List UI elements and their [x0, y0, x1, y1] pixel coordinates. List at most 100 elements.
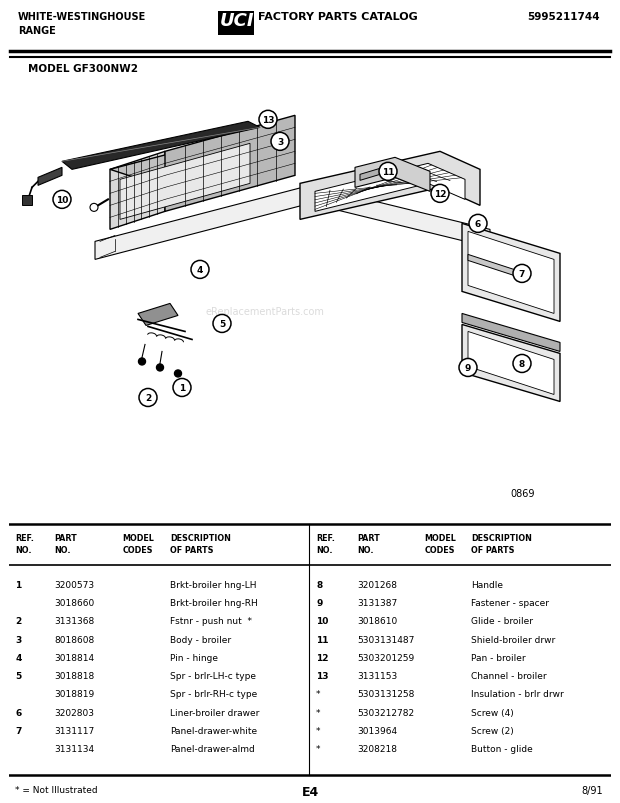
- Text: Pin - hinge: Pin - hinge: [170, 653, 218, 662]
- Text: 3131368: 3131368: [55, 617, 95, 626]
- Circle shape: [469, 215, 487, 233]
- Text: 3: 3: [277, 137, 283, 147]
- Text: MODEL
CODES: MODEL CODES: [424, 533, 456, 554]
- Text: 8018608: 8018608: [55, 635, 95, 644]
- Text: DESCRIPTION
OF PARTS: DESCRIPTION OF PARTS: [471, 533, 532, 554]
- Polygon shape: [38, 168, 62, 186]
- Text: Channel - broiler: Channel - broiler: [471, 671, 547, 680]
- Text: 5303131487: 5303131487: [357, 635, 414, 644]
- Text: 3131134: 3131134: [55, 744, 94, 753]
- Text: REF.
NO.: REF. NO.: [16, 533, 34, 554]
- Text: Body - broiler: Body - broiler: [170, 635, 232, 644]
- Polygon shape: [110, 152, 165, 230]
- Text: 3018610: 3018610: [357, 617, 397, 626]
- Text: 5303131258: 5303131258: [357, 690, 414, 699]
- Text: *: *: [316, 690, 321, 699]
- Text: Screw (4): Screw (4): [471, 707, 514, 717]
- Circle shape: [173, 379, 191, 397]
- Text: REF.
NO.: REF. NO.: [316, 533, 335, 554]
- Polygon shape: [462, 314, 560, 352]
- Text: 3018819: 3018819: [55, 690, 95, 699]
- Circle shape: [459, 359, 477, 377]
- Polygon shape: [95, 186, 490, 260]
- Text: 11: 11: [316, 635, 329, 644]
- Text: 9: 9: [316, 598, 322, 607]
- Text: 5303212782: 5303212782: [357, 707, 414, 717]
- Circle shape: [513, 355, 531, 373]
- Text: Liner-broiler drawer: Liner-broiler drawer: [170, 707, 260, 717]
- Text: 12: 12: [316, 653, 329, 662]
- Polygon shape: [110, 137, 295, 188]
- Circle shape: [379, 163, 397, 181]
- Text: 3201268: 3201268: [357, 580, 397, 589]
- Text: 3013964: 3013964: [357, 726, 397, 735]
- Text: 1: 1: [179, 384, 185, 393]
- Circle shape: [139, 389, 157, 407]
- Text: *: *: [316, 744, 321, 753]
- Text: 8: 8: [519, 360, 525, 369]
- Text: FACTORY PARTS CATALOG: FACTORY PARTS CATALOG: [258, 12, 418, 22]
- Text: Button - glide: Button - glide: [471, 744, 533, 753]
- Polygon shape: [165, 116, 295, 212]
- Circle shape: [156, 365, 164, 372]
- Circle shape: [213, 315, 231, 333]
- Text: 3131387: 3131387: [357, 598, 397, 607]
- Text: 0869: 0869: [510, 488, 535, 498]
- Text: eReplacementParts.com: eReplacementParts.com: [206, 307, 324, 317]
- Text: Pan - broiler: Pan - broiler: [471, 653, 526, 662]
- Text: 3018660: 3018660: [55, 598, 95, 607]
- Text: Spr - brIr-LH-c type: Spr - brIr-LH-c type: [170, 671, 257, 680]
- Text: *: *: [316, 707, 321, 717]
- Text: Spr - brIr-RH-c type: Spr - brIr-RH-c type: [170, 690, 258, 699]
- Polygon shape: [468, 232, 554, 314]
- Text: Glide - broiler: Glide - broiler: [471, 617, 533, 626]
- Circle shape: [431, 185, 449, 203]
- Text: 8/91: 8/91: [582, 785, 603, 795]
- Text: 5303201259: 5303201259: [357, 653, 414, 662]
- Text: 2: 2: [16, 617, 22, 626]
- Text: Panel-drawer-white: Panel-drawer-white: [170, 726, 257, 735]
- Circle shape: [174, 370, 182, 377]
- Circle shape: [259, 111, 277, 129]
- Text: 8: 8: [316, 580, 322, 589]
- Polygon shape: [360, 166, 390, 181]
- Text: * = Not Illustrated: * = Not Illustrated: [16, 785, 98, 793]
- Polygon shape: [462, 325, 560, 402]
- Text: *: *: [316, 726, 321, 735]
- Text: PART
NO.: PART NO.: [55, 533, 77, 554]
- Circle shape: [191, 261, 209, 279]
- Text: UCI: UCI: [220, 12, 255, 30]
- Polygon shape: [138, 304, 178, 326]
- Bar: [218, 12, 254, 36]
- Text: 3208218: 3208218: [357, 744, 397, 753]
- Text: 7: 7: [16, 726, 22, 735]
- Polygon shape: [355, 158, 430, 192]
- Text: 7: 7: [519, 270, 525, 279]
- Text: WHITE-WESTINGHOUSE: WHITE-WESTINGHOUSE: [18, 12, 146, 22]
- Polygon shape: [462, 224, 560, 322]
- Text: Fastener - spacer: Fastener - spacer: [471, 598, 549, 607]
- Text: 3131153: 3131153: [357, 671, 397, 680]
- Text: Handle: Handle: [471, 580, 503, 589]
- Text: 3018818: 3018818: [55, 671, 95, 680]
- Text: E4: E4: [301, 785, 319, 797]
- Circle shape: [513, 265, 531, 283]
- Polygon shape: [300, 152, 480, 220]
- Text: PART
NO.: PART NO.: [357, 533, 379, 554]
- Text: Insulation - brIr drwr: Insulation - brIr drwr: [471, 690, 564, 699]
- Text: 10: 10: [56, 196, 68, 205]
- Text: 13: 13: [262, 116, 274, 124]
- Circle shape: [90, 204, 98, 212]
- Circle shape: [53, 191, 71, 209]
- Text: Panel-drawer-almd: Panel-drawer-almd: [170, 744, 255, 753]
- Text: 6: 6: [16, 707, 22, 717]
- Polygon shape: [315, 164, 465, 212]
- Text: 10: 10: [316, 617, 329, 626]
- Circle shape: [271, 133, 289, 151]
- Text: 1: 1: [16, 580, 22, 589]
- Text: 3: 3: [16, 635, 22, 644]
- Text: 6: 6: [475, 219, 481, 229]
- Text: 5: 5: [16, 671, 22, 680]
- Text: 5: 5: [219, 320, 225, 328]
- Text: 3018814: 3018814: [55, 653, 94, 662]
